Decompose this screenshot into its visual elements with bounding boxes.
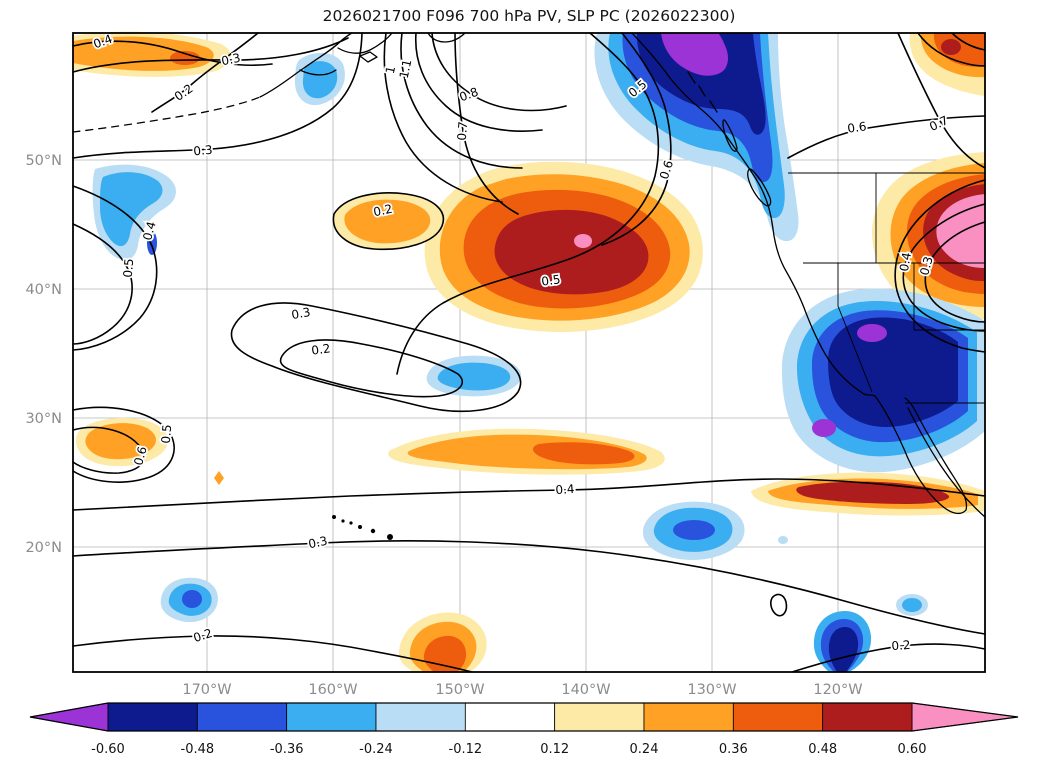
- colorbar-over-arrow: [911, 702, 1019, 732]
- hawaii-islands: [332, 515, 393, 540]
- x-tick-label: 160°W: [308, 682, 357, 698]
- colorbar-segment: [375, 702, 466, 732]
- contour-label: 0.3: [917, 255, 935, 277]
- anomaly-positive-small-center: [333, 192, 444, 250]
- anomaly-negative-midcenter: [426, 355, 522, 397]
- x-axis-ticks: 170°W 160°W 150°W 140°W 130°W 120°W: [182, 682, 862, 698]
- colorbar-segment: [732, 702, 824, 732]
- contour-label: 0.3: [290, 305, 311, 322]
- anomaly-negative-bottomright: [813, 594, 928, 672]
- contour-label: 1.1: [397, 58, 415, 80]
- coastlines: [72, 32, 986, 540]
- state-borders: [788, 172, 985, 404]
- contour-label: 0.2: [372, 202, 394, 220]
- anomaly-positive-bottomcenter: [398, 612, 487, 672]
- contour-label: 0.2: [192, 626, 214, 645]
- shaded-regions: [73, 31, 985, 672]
- contour-label: 0.8: [457, 85, 480, 105]
- contour-label: 0.2: [891, 638, 911, 653]
- contour-label: 1: [383, 65, 398, 75]
- anomaly-negative-southeast: [642, 501, 788, 560]
- contour-label: 0.4: [897, 251, 914, 272]
- x-tick-label: 120°W: [813, 682, 862, 698]
- contour-label: 0.5: [159, 424, 175, 444]
- figure-title: 2026021700 F096 700 hPa PV, SLP PC (2026…: [323, 7, 736, 25]
- contour-label: 0.5: [541, 272, 562, 289]
- colorbar-tick-labels: -0.60 -0.48 -0.36 -0.24 -0.12 0.12 0.24 …: [91, 742, 926, 757]
- contour-label: 0.3: [307, 534, 329, 552]
- anomaly-positive-subtropical-band: [388, 428, 665, 475]
- colorbar-tick: 0.60: [898, 742, 927, 757]
- contour-label: 0.5: [121, 258, 137, 278]
- colorbar-segment: [286, 702, 377, 732]
- x-tick-label: 150°W: [435, 682, 484, 698]
- map-frame: [72, 32, 986, 673]
- colorbar-outline: [29, 702, 1019, 732]
- x-tick-label: 170°W: [182, 682, 231, 698]
- anomaly-negative-california: [781, 288, 985, 473]
- contour-label: 0.6: [847, 119, 868, 136]
- x-tick-label: 140°W: [561, 682, 610, 698]
- colorbar: -0.60 -0.48 -0.36 -0.24 -0.12 0.12 0.24 …: [29, 702, 1019, 757]
- colorbar-segment: [196, 702, 288, 732]
- colorbar-tick: -0.60: [91, 742, 125, 757]
- contour-label: 0.6: [131, 445, 149, 467]
- contour-label: 0.6: [657, 159, 676, 181]
- colorbar-segment: [643, 702, 734, 732]
- colorbar-tick: 0.24: [630, 742, 659, 757]
- contour-label: 0.4: [140, 220, 158, 242]
- colorbar-tick: 0.12: [540, 742, 569, 757]
- contour-lines: [72, 32, 986, 673]
- contour-label: 0.2: [311, 341, 332, 358]
- colorbar-tick: -0.24: [359, 742, 393, 757]
- colorbar-tick: -0.48: [181, 742, 215, 757]
- colorbar-segment: [107, 702, 198, 732]
- y-tick-label: 30°N: [25, 411, 62, 427]
- colorbar-tick: -0.36: [270, 742, 304, 757]
- y-tick-label: 40°N: [25, 282, 62, 298]
- x-tick-label: 130°W: [687, 682, 736, 698]
- y-tick-label: 50°N: [25, 153, 62, 169]
- colorbar-segment: [822, 702, 913, 732]
- y-axis-ticks: 50°N 40°N 30°N 20°N: [25, 153, 62, 556]
- anomaly-positive-topleft: [73, 31, 231, 77]
- colorbar-tick: 0.48: [808, 742, 837, 757]
- colorbar-segment: [464, 702, 556, 732]
- y-tick-label: 20°N: [25, 540, 62, 556]
- anomaly-negative-bottomleft: [160, 577, 219, 623]
- contour-label: 0.7: [455, 121, 471, 141]
- anomaly-negative-farleft: [92, 164, 176, 260]
- contour-label: 0.4: [555, 482, 575, 497]
- colorbar-tick: 0.36: [719, 742, 748, 757]
- colorbar-tick: -0.12: [449, 742, 483, 757]
- contour-label: 0.3: [193, 143, 213, 159]
- anomaly-positive-central: [424, 161, 703, 332]
- anomaly-negative-bc: [594, 33, 799, 242]
- anomaly-positive-farleft: [75, 417, 224, 485]
- anomaly-negative-topcenter: [294, 52, 345, 106]
- contour-label: 0.3: [220, 51, 242, 69]
- colorbar-segment: [554, 702, 645, 732]
- colorbar-under-arrow: [29, 702, 109, 732]
